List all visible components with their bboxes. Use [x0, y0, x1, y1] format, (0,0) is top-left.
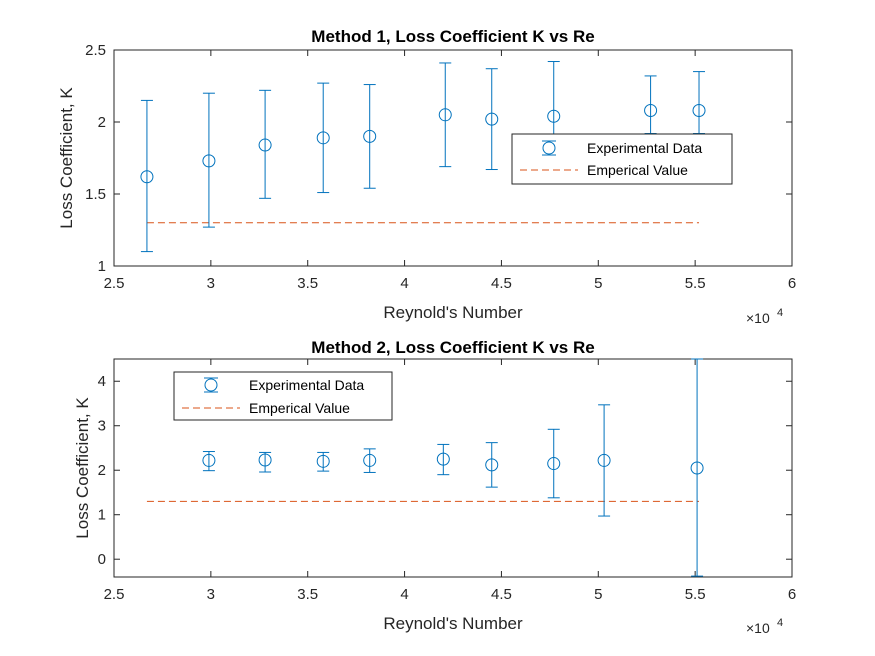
legend-entry-experimental: Experimental Data [587, 140, 702, 156]
tick-group: 2.5 3 3.5 4 4.5 5 5.5 6 0 1 2 3 4 [98, 358, 796, 603]
x-tick-label: 5.5 [685, 586, 706, 603]
data-point-circle [258, 138, 272, 152]
data-point-circle [485, 112, 499, 126]
experimental-point [316, 451, 330, 472]
y-tick-label: 2 [98, 114, 106, 131]
chart-method-1: Method 1, Loss Coefficient K vs Re Reyno… [57, 27, 796, 326]
axes-box [113, 358, 793, 578]
experimental-point [436, 443, 450, 476]
x-axis-label: Reynold's Number [383, 614, 523, 633]
experimental-point [363, 84, 377, 189]
legend-entry-experimental: Experimental Data [249, 377, 364, 393]
legend-marker-circle [204, 378, 218, 392]
experimental-point [438, 62, 452, 168]
data-marks [146, 358, 704, 577]
x-tick-label: 5 [594, 586, 602, 603]
x-tick-label: 4.5 [491, 586, 512, 603]
data-point-circle [690, 461, 704, 475]
data-point-circle [436, 452, 450, 466]
tick-group: 2.5 3 3.5 4 4.5 5 5.5 6 1 1.5 2 2.5 [85, 42, 796, 292]
legend-entry-emperical: Emperical Value [249, 400, 350, 416]
data-point-circle [363, 453, 377, 467]
experimental-point [547, 61, 561, 145]
legend-box [511, 133, 733, 185]
x-tick-label: 4.5 [491, 275, 512, 292]
x-tick-label: 3 [207, 275, 215, 292]
x-tick-label: 2.5 [104, 275, 125, 292]
x-exponent: ×10 4 [746, 307, 783, 326]
y-axis-label: Loss Coefficient, K [73, 397, 92, 539]
data-point-circle [316, 131, 330, 145]
x-tick-label: 3 [207, 586, 215, 603]
chart-title: Method 1, Loss Coefficient K vs Re [311, 27, 594, 46]
data-marks [140, 61, 706, 253]
legend-errorbar-symbol [204, 377, 218, 393]
legend: Experimental Data Emperical Value [511, 133, 733, 185]
experimental-point [202, 451, 216, 472]
legend-entry-emperical: Emperical Value [587, 162, 688, 178]
data-point-circle [438, 108, 452, 122]
y-tick-label: 1.5 [85, 186, 106, 203]
x-tick-label: 5.5 [685, 275, 706, 292]
data-point-circle [202, 154, 216, 168]
experimental-point [485, 68, 499, 171]
y-tick-label: 2.5 [85, 42, 106, 59]
experimental-point [316, 82, 330, 194]
y-tick-label: 1 [98, 258, 106, 275]
legend: Experimental Data Emperical Value [173, 371, 393, 421]
data-point-circle [316, 454, 330, 468]
x-exponent-power: 4 [777, 617, 783, 629]
experimental-point [485, 442, 499, 488]
data-point-circle [140, 170, 154, 184]
data-point-circle [363, 129, 377, 143]
legend-errorbar-symbol [542, 140, 556, 156]
experimental-point [547, 428, 561, 499]
y-tick-label: 0 [98, 551, 106, 568]
legend-marker-circle [542, 141, 556, 155]
y-tick-label: 1 [98, 507, 106, 524]
experimental-point [597, 404, 611, 517]
experimental-point [258, 89, 272, 199]
x-tick-label: 5 [594, 275, 602, 292]
experimental-point [202, 92, 216, 228]
x-exponent: ×10 4 [746, 617, 783, 636]
experimental-point [140, 99, 154, 253]
y-tick-label: 3 [98, 418, 106, 435]
x-axis-label: Reynold's Number [383, 303, 523, 322]
data-point-circle [597, 453, 611, 467]
data-point-circle [258, 453, 272, 467]
y-axis-label: Loss Coefficient, K [57, 87, 76, 229]
x-tick-label: 2.5 [104, 586, 125, 603]
experimental-point [363, 448, 377, 473]
x-tick-label: 3.5 [297, 275, 318, 292]
y-tick-label: 2 [98, 462, 106, 479]
experimental-point [690, 358, 704, 577]
x-tick-label: 6 [788, 586, 796, 603]
x-exponent-base: ×10 [746, 310, 770, 326]
chart-method-2: Method 2, Loss Coefficient K vs Re Reyno… [73, 338, 796, 636]
x-exponent-base: ×10 [746, 620, 770, 636]
x-tick-label: 3.5 [297, 586, 318, 603]
x-tick-label: 4 [400, 586, 408, 603]
x-tick-label: 6 [788, 275, 796, 292]
data-point-circle [485, 458, 499, 472]
x-exponent-power: 4 [777, 307, 783, 319]
axes-box [113, 49, 793, 267]
chart-title: Method 2, Loss Coefficient K vs Re [311, 338, 594, 357]
data-point-circle [547, 457, 561, 471]
data-point-circle [547, 109, 561, 123]
data-point-circle [202, 453, 216, 467]
data-point-circle [692, 103, 706, 117]
data-point-circle [644, 103, 658, 117]
x-tick-label: 4 [400, 275, 408, 292]
experimental-point [258, 451, 272, 473]
y-tick-label: 4 [98, 373, 106, 390]
